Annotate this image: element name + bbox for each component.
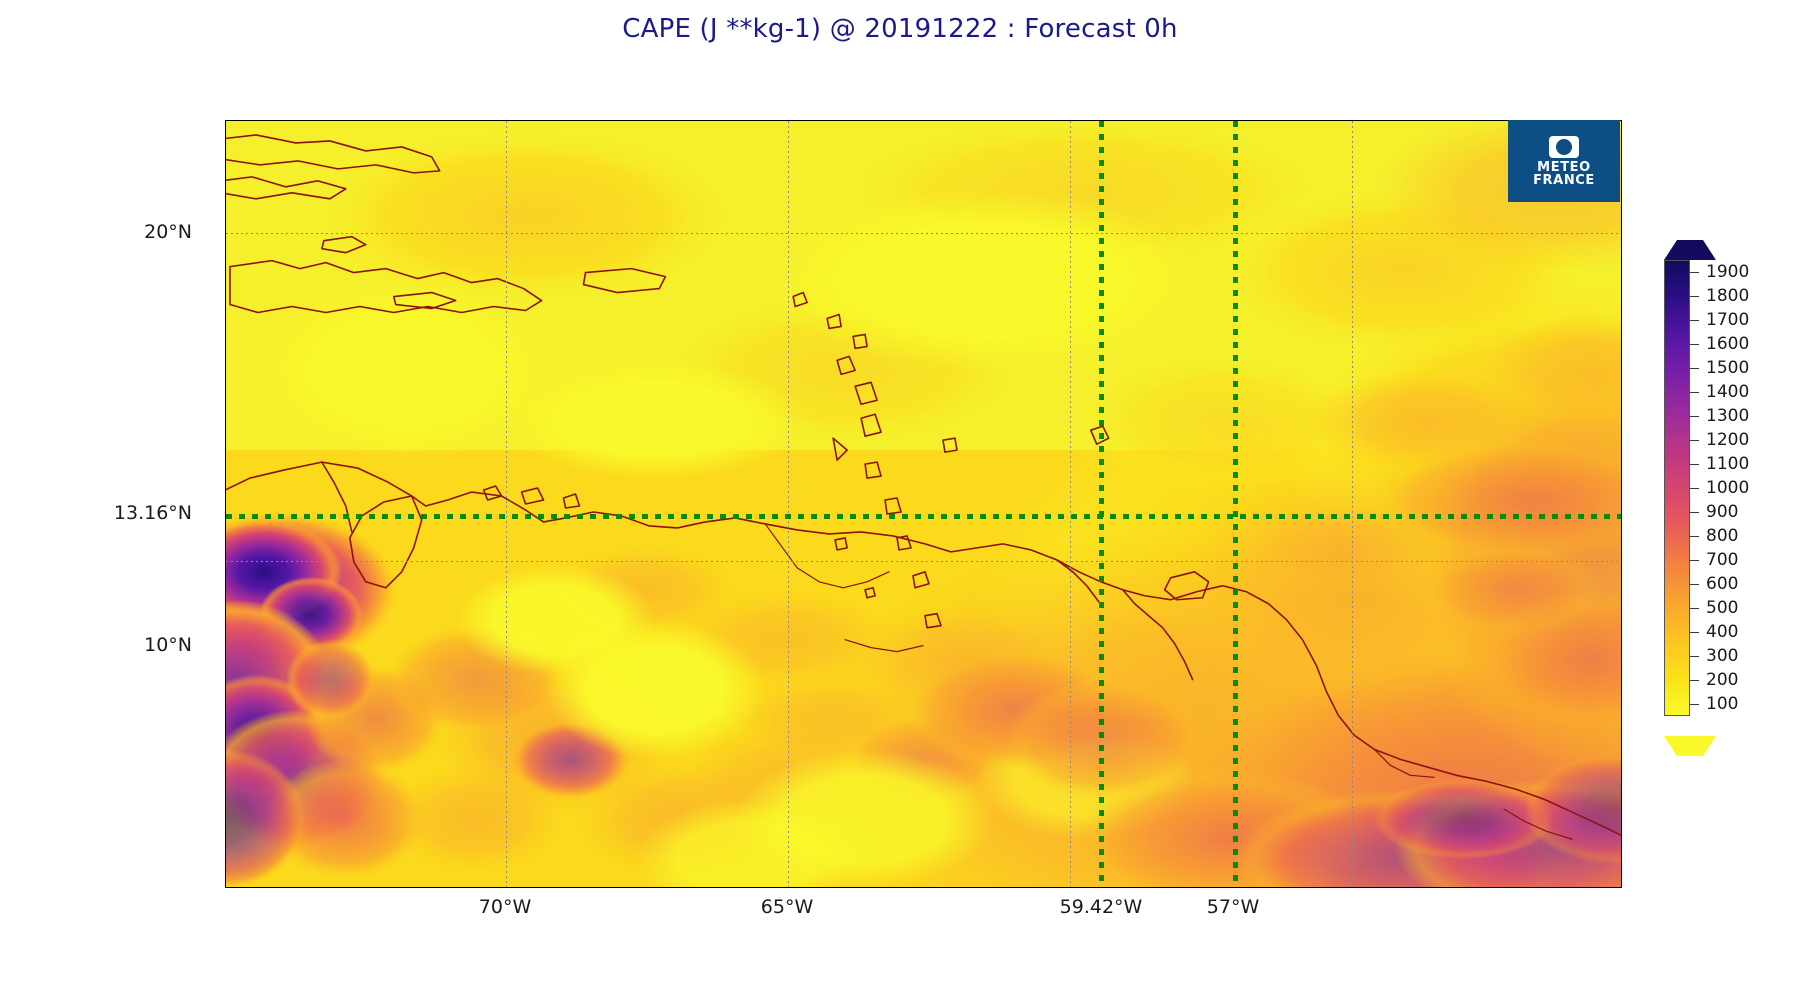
colorbar-tick-mark — [1690, 536, 1699, 537]
colorbar-tick-label: 200 — [1706, 670, 1739, 690]
y-axis-label-20n: 20°N — [144, 221, 192, 243]
colorbar-tick-mark — [1690, 392, 1699, 393]
colorbar-tick-label: 300 — [1706, 646, 1739, 666]
colorbar-tick-mark — [1690, 368, 1699, 369]
colorbar-tick-mark — [1690, 416, 1699, 417]
highlight-line-lon-59-42 — [1099, 121, 1104, 887]
colorbar-tick-label: 1100 — [1706, 454, 1750, 474]
y-axis-label-13-16n: 13.16°N — [113, 502, 192, 524]
colorbar-tick-mark — [1690, 320, 1699, 321]
colorbar-tick-mark — [1690, 608, 1699, 609]
colorbar-tick-mark — [1690, 512, 1699, 513]
colorbar-tick-label: 1600 — [1706, 334, 1750, 354]
colorbar-tick-mark — [1690, 440, 1699, 441]
colorbar-tick-mark — [1690, 704, 1699, 705]
y-axis-label-10n: 10°N — [144, 634, 192, 656]
colorbar-tick-mark — [1690, 632, 1699, 633]
colorbar-tick-mark — [1690, 584, 1699, 585]
colorbar-tick-mark — [1690, 272, 1699, 273]
colorbar-tick-mark — [1690, 296, 1699, 297]
page-title: CAPE (J **kg-1) @ 20191222 : Forecast 0h — [622, 14, 1178, 44]
colorbar-tick-label: 400 — [1706, 622, 1739, 642]
colorbar-tick-label: 500 — [1706, 598, 1739, 618]
colorbar-tick-label: 1400 — [1706, 382, 1750, 402]
map-plot-area[interactable] — [225, 120, 1622, 888]
colorbar-tick-label: 100 — [1706, 694, 1739, 714]
meteo-france-logo-text: METEO FRANCE — [1533, 161, 1595, 187]
colorbar-tick-label: 800 — [1706, 526, 1739, 546]
colorbar-tick-mark — [1690, 560, 1699, 561]
meteo-france-logo: METEO FRANCE — [1508, 120, 1620, 202]
colorbar-gradient — [1664, 260, 1690, 716]
colorbar-tick-label: 700 — [1706, 550, 1739, 570]
colorbar-tick-label: 1900 — [1706, 262, 1750, 282]
colorbar-tick-label: 600 — [1706, 574, 1739, 594]
colorbar-extend-max-arrow — [1664, 240, 1716, 260]
colorbar-tick-label: 900 — [1706, 502, 1739, 522]
x-axis-label-57w: 57°W — [1206, 896, 1260, 918]
x-axis-label-59-42w: 59.42°W — [1059, 896, 1143, 918]
highlight-line-lat-13-16 — [226, 514, 1621, 519]
colorbar-extend-min-arrow — [1664, 736, 1716, 756]
colorbar-tick-label: 1700 — [1706, 310, 1750, 330]
colorbar-tick-mark — [1690, 464, 1699, 465]
colorbar-tick-mark — [1690, 488, 1699, 489]
colorbar-tick-label: 1800 — [1706, 286, 1750, 306]
x-axis-label-70w: 70°W — [478, 896, 532, 918]
colorbar-tick-mark — [1690, 344, 1699, 345]
colorbar[interactable]: 1900 1800 1700 1600 1500 1400 1300 1200 1100 1000… — [1664, 240, 1794, 756]
logo-line-1: METEO — [1537, 159, 1591, 175]
logo-line-2: FRANCE — [1533, 172, 1595, 188]
cape-field-raster — [226, 121, 1621, 887]
colorbar-tick-label: 1200 — [1706, 430, 1750, 450]
colorbar-tick-label: 1500 — [1706, 358, 1750, 378]
meteo-france-globe-icon — [1549, 135, 1579, 158]
colorbar-tick-mark — [1690, 680, 1699, 681]
x-axis-label-65w: 65°W — [760, 896, 814, 918]
colorbar-tick-label: 1000 — [1706, 478, 1750, 498]
highlight-line-lon-57 — [1233, 121, 1238, 887]
colorbar-tick-label: 1300 — [1706, 406, 1750, 426]
colorbar-tick-mark — [1690, 656, 1699, 657]
